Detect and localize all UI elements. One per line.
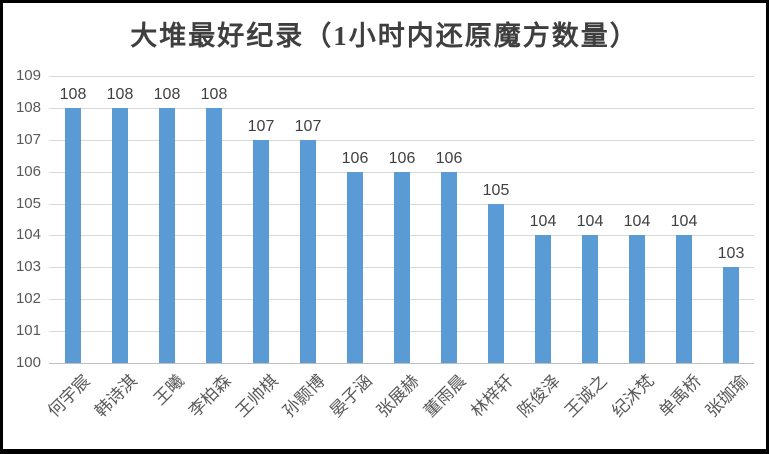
bar-value-label: 104: [576, 213, 604, 230]
bar-value-label: 107: [294, 118, 322, 135]
y-axis-tick-label: 109: [15, 67, 41, 84]
bar-value-label: 108: [200, 86, 228, 103]
bar: [159, 108, 175, 363]
bar: [441, 172, 457, 363]
x-axis-category-label: 何宇宸: [44, 371, 94, 421]
x-axis-category-label: 张展赫: [373, 371, 423, 421]
gridline: [49, 76, 754, 77]
y-axis-tick-label: 108: [15, 99, 41, 116]
bar-value-label: 106: [435, 150, 463, 167]
bar-value-label: 104: [623, 213, 651, 230]
x-axis-category-label: 李柏森: [185, 371, 235, 421]
y-axis-tick-label: 104: [15, 226, 41, 243]
y-axis-tick-label: 107: [15, 131, 41, 148]
x-axis-category-label: 林梓轩: [467, 371, 517, 421]
x-axis-category-label: 晏子涵: [326, 371, 376, 421]
bar: [535, 235, 551, 363]
bar: [629, 235, 645, 363]
x-axis-category-label: 王诚之: [561, 371, 611, 421]
y-axis-tick-label: 102: [15, 290, 41, 307]
gridline: [49, 108, 754, 109]
bar: [206, 108, 222, 363]
x-axis-category-label: 陈俊泽: [514, 371, 564, 421]
x-axis-category-label: 张珈瑜: [702, 371, 752, 421]
bar-value-label: 108: [106, 86, 134, 103]
bar: [723, 267, 739, 363]
bar: [394, 172, 410, 363]
bar-value-label: 106: [341, 150, 369, 167]
y-axis-tick-label: 106: [15, 163, 41, 180]
plot-area: 100 101 102 103 104 105 106 107 108 109 108 何宇宸 108 韩…: [3, 3, 766, 449]
y-axis-tick-label: 100: [15, 354, 41, 371]
x-axis-category-label: 韩诗淇: [91, 371, 141, 421]
x-axis-category-label: 王帅棋: [232, 371, 282, 421]
x-axis-category-label: 纪沐梵: [608, 371, 658, 421]
bar: [112, 108, 128, 363]
bar-value-label: 105: [482, 182, 510, 199]
bar-value-label: 108: [59, 86, 87, 103]
y-axis-tick-label: 105: [15, 195, 41, 212]
y-axis-tick-label: 103: [15, 258, 41, 275]
x-axis-category-label: 单禹桥: [655, 371, 705, 421]
bar-value-label: 104: [670, 213, 698, 230]
bar-value-label: 104: [529, 213, 557, 230]
x-axis-category-label: 董雨晨: [420, 371, 470, 421]
x-axis-category-label: 孙颢博: [279, 371, 329, 421]
bar: [65, 108, 81, 363]
bar: [488, 204, 504, 363]
bar: [300, 140, 316, 363]
chart-title: 大堆最好纪录（1小时内还原魔方数量）: [130, 21, 639, 51]
bar: [676, 235, 692, 363]
x-axis-line: [49, 363, 754, 364]
bar-value-label: 106: [388, 150, 416, 167]
x-axis-category-label: 王曦: [150, 371, 188, 409]
gridline: [49, 140, 754, 141]
bar: [582, 235, 598, 363]
bar-value-label: 108: [153, 86, 181, 103]
bar: [347, 172, 363, 363]
y-axis-tick-label: 101: [15, 322, 41, 339]
bar-value-label: 103: [717, 245, 745, 262]
bar-value-label: 107: [247, 118, 275, 135]
bar: [253, 140, 269, 363]
